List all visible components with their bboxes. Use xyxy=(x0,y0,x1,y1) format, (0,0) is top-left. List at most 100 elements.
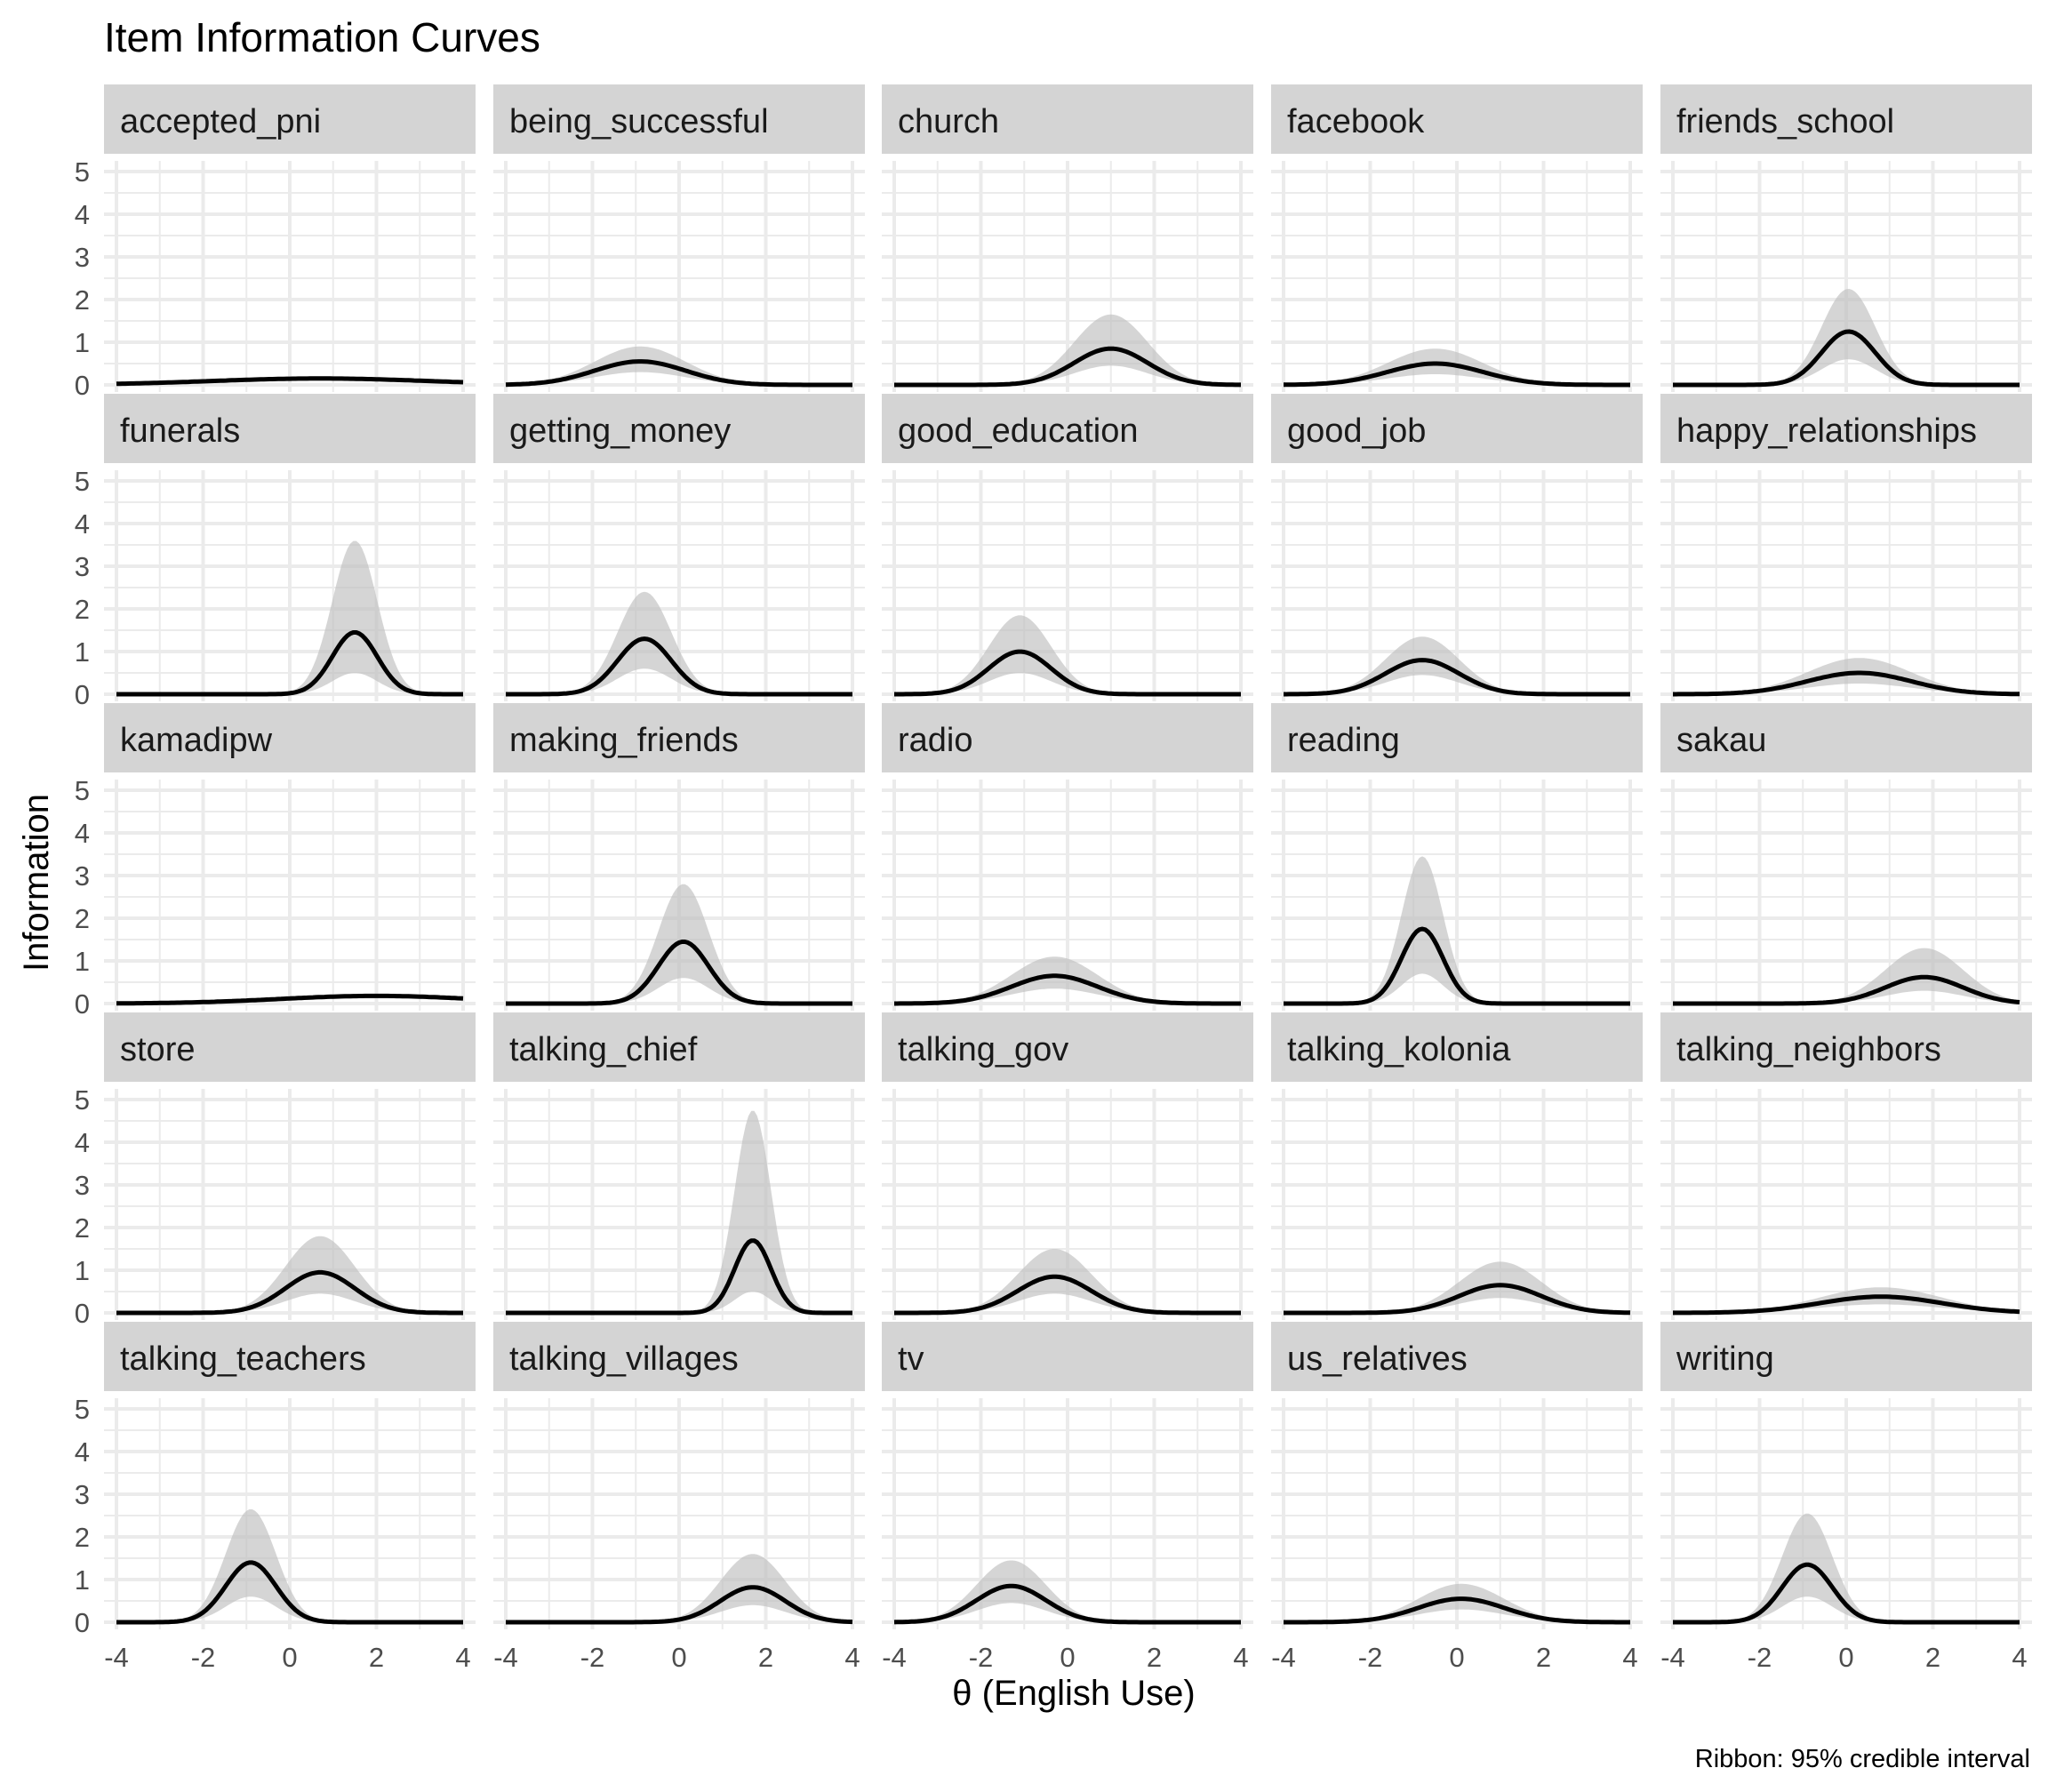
x-tick-label: -4 xyxy=(493,1642,518,1673)
panel-talking_neighbors: talking_neighbors xyxy=(1660,1012,2032,1320)
strip-label: good_education xyxy=(898,412,1138,450)
x-tick-label: 0 xyxy=(1838,1642,1853,1673)
x-tick-label: -4 xyxy=(104,1642,129,1673)
panel-church: church xyxy=(882,84,1253,392)
information-curve xyxy=(506,940,852,1006)
panel-good_job: good_job xyxy=(1271,394,1643,701)
x-tick-label: -2 xyxy=(1358,1642,1383,1673)
information-curve xyxy=(1673,974,2020,1006)
strip-label: talking_neighbors xyxy=(1676,1031,1941,1068)
y-tick-label: 4 xyxy=(75,508,90,540)
strip-background xyxy=(493,1322,865,1391)
strip-background xyxy=(104,394,476,463)
information-curve xyxy=(1284,1283,1631,1316)
credible-interval-ribbon xyxy=(116,1236,463,1313)
y-tick-label: 3 xyxy=(75,551,90,582)
x-tick-label: -4 xyxy=(1660,1642,1685,1673)
strip-background xyxy=(882,84,1253,154)
panel-talking_gov: talking_gov xyxy=(882,1012,1253,1320)
panel-happy_relationships: happy_relationships xyxy=(1660,394,2032,701)
panel-friends_school: friends_school xyxy=(1660,84,2032,392)
y-tick-label: 3 xyxy=(75,860,90,892)
x-tick-label: -4 xyxy=(1271,1642,1296,1673)
y-tick-label: 1 xyxy=(75,946,90,977)
information-curve xyxy=(506,1585,853,1625)
panel-talking_villages: talking_villages -4 -2 0 2 4 xyxy=(493,1322,865,1673)
y-tick-label: 0 xyxy=(75,370,90,401)
credible-interval-ribbon xyxy=(506,591,852,694)
y-tick-label: 0 xyxy=(75,1607,90,1638)
information-curve xyxy=(505,359,852,388)
strip-background xyxy=(1660,84,2032,154)
information-curve xyxy=(1284,361,1630,388)
strip-label: getting_money xyxy=(509,412,731,450)
information-curve xyxy=(116,630,463,697)
information-curve xyxy=(894,649,1241,697)
information-curve xyxy=(506,636,852,697)
credible-interval-ribbon xyxy=(1673,1513,2020,1622)
y-tick-label: 2 xyxy=(75,1522,90,1553)
y-tick-label: 3 xyxy=(75,1170,90,1201)
information-curve xyxy=(1673,1294,2020,1316)
credible-interval-ribbon xyxy=(1673,289,2020,385)
information-curve xyxy=(1673,329,2020,388)
strip-background xyxy=(882,1012,1253,1082)
y-tick-label: 2 xyxy=(75,594,90,625)
panel-getting_money: getting_money xyxy=(493,394,865,701)
strip-background xyxy=(493,1012,865,1082)
strip-label: store xyxy=(120,1031,195,1068)
information-curve xyxy=(1673,670,2020,697)
x-tick-label: 2 xyxy=(1147,1642,1162,1673)
y-tick-label: 2 xyxy=(75,1212,90,1244)
x-tick-label: -4 xyxy=(882,1642,907,1673)
information-curve xyxy=(1673,1562,2020,1625)
y-tick-label: 5 xyxy=(75,156,90,188)
information-curve xyxy=(116,993,464,1006)
strip-background xyxy=(1271,1012,1643,1082)
panel-store: store 0 1 2 3 4 5 xyxy=(75,1012,476,1329)
strip-background xyxy=(104,1012,476,1082)
strip-label: kamadipw xyxy=(120,722,273,759)
credible-interval-ribbon xyxy=(1284,1583,1630,1622)
y-tick-label: 4 xyxy=(75,818,90,849)
x-tick-label: 2 xyxy=(1536,1642,1551,1673)
strip-label: church xyxy=(898,103,999,140)
y-tick-label: 4 xyxy=(75,199,90,230)
strip-background xyxy=(1271,703,1643,772)
y-tick-label: 2 xyxy=(75,903,90,934)
strip-label: good_job xyxy=(1287,412,1426,450)
credible-interval-ribbon xyxy=(1284,1261,1630,1313)
y-tick-label: 1 xyxy=(75,1255,90,1286)
x-tick-label: -2 xyxy=(580,1642,605,1673)
y-tick-label: 0 xyxy=(75,1298,90,1329)
y-tick-label: 5 xyxy=(75,1394,90,1425)
panel-making_friends: making_friends xyxy=(493,703,865,1011)
strip-label: happy_relationships xyxy=(1676,412,1977,450)
strip-label: talking_gov xyxy=(898,1031,1068,1068)
strip-label: talking_villages xyxy=(509,1340,739,1378)
strip-label: talking_chief xyxy=(509,1031,698,1068)
x-tick-label: 0 xyxy=(671,1642,686,1673)
strip-background xyxy=(493,703,865,772)
strip-background xyxy=(1271,84,1643,154)
panel-accepted_pni: accepted_pni 0 1 2 3 4 5 xyxy=(75,84,476,401)
x-tick-label: 2 xyxy=(758,1642,773,1673)
y-tick-label: 1 xyxy=(75,636,90,668)
x-tick-label: -2 xyxy=(969,1642,994,1673)
strip-label: friends_school xyxy=(1676,103,1894,140)
information-curve xyxy=(893,1583,1241,1625)
x-tick-label: 4 xyxy=(1622,1642,1637,1673)
y-tick-label: 3 xyxy=(75,242,90,273)
information-curve xyxy=(116,1269,463,1316)
x-axis-title: θ (English Use) xyxy=(952,1674,1195,1713)
panel-kamadipw: kamadipw 0 1 2 3 4 5 xyxy=(75,703,476,1020)
y-tick-label: 0 xyxy=(75,988,90,1020)
strip-background xyxy=(1271,394,1643,463)
strip-label: tv xyxy=(898,1340,924,1378)
credible-interval-ribbon xyxy=(506,346,852,385)
x-tick-label: 4 xyxy=(455,1642,470,1673)
strip-label: reading xyxy=(1287,722,1400,759)
information-curve xyxy=(1284,926,1630,1006)
credible-interval-ribbon xyxy=(894,1560,1241,1622)
